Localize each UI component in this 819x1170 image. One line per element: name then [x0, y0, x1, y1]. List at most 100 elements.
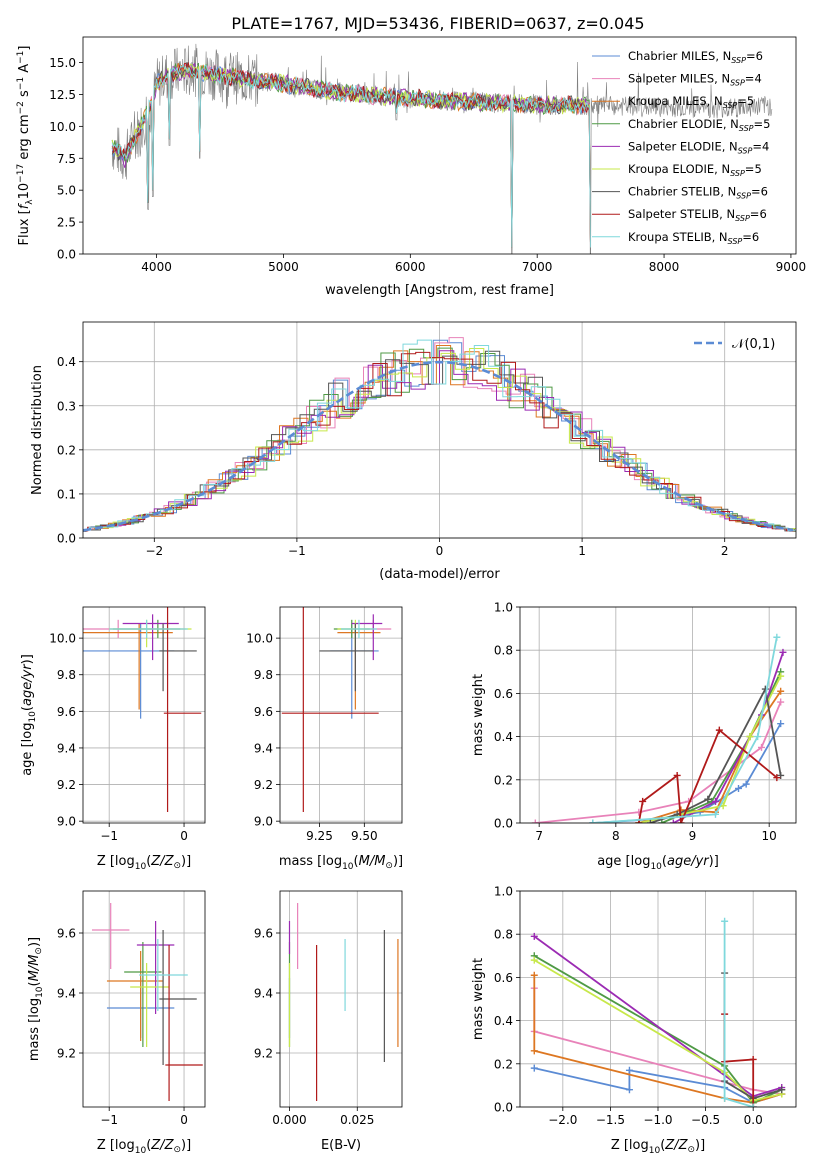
legend-series-name: Kroupa STELIB [628, 230, 712, 244]
y-tick-label: 12.5 [49, 88, 76, 102]
legend-nssp: 5 [754, 162, 761, 176]
legend-series-name: Chabrier STELIB [628, 185, 720, 199]
weight-marker [777, 720, 785, 728]
legend-nssp: 6 [761, 185, 768, 199]
x-tick-label: 9 [689, 829, 697, 843]
weight-line [533, 955, 783, 1104]
weight-marker [658, 819, 666, 823]
weight-marker [530, 1047, 538, 1055]
weight-marker [754, 733, 762, 741]
weight_vs_Z-frame [519, 890, 797, 1108]
normal-curve [83, 360, 794, 532]
y-tick-label: 0.0 [57, 532, 76, 546]
x-tick-label: 0 [180, 829, 188, 843]
age_vs_Z-points [83, 607, 202, 813]
figure-title: PLATE=1767, MJD=53436, FIBERID=0637, z=0… [231, 14, 644, 33]
x-tick-label: −1 [100, 1113, 118, 1127]
x-tick-label: 0.0 [744, 1113, 763, 1127]
x-tick-label: 7000 [522, 260, 553, 274]
residuals-frame [82, 321, 797, 539]
legend-label: Salpeter STELIB, NSSP=6 [628, 207, 767, 223]
y-tick-label: 1.0 [494, 601, 513, 615]
weight-line [638, 690, 782, 823]
y-tick-label: 0.4 [57, 355, 76, 369]
y-tick-label: 9.6 [254, 927, 273, 941]
weight-marker [625, 1086, 633, 1094]
weight-marker [779, 648, 787, 656]
y-tick-label: 0.8 [494, 928, 513, 942]
legend-nssp: 6 [756, 49, 763, 63]
mass_vs_ebv-axes [280, 891, 402, 1107]
x-tick-label: 8 [612, 829, 620, 843]
y-tick-label: 9.2 [254, 1047, 273, 1061]
x-tick-label: 5000 [268, 260, 299, 274]
legend-label: Kroupa ELODIE, NSSP=5 [628, 162, 762, 178]
weight-marker [749, 1103, 757, 1107]
age_vs_mass-points [281, 607, 392, 813]
legend-nssp: 6 [752, 230, 759, 244]
y-tick-label: 9.8 [254, 668, 273, 682]
age_vs_mass-axes [280, 607, 402, 823]
x-tick-label: 8000 [649, 260, 680, 274]
weight_vs_age-frame [519, 606, 797, 824]
weight-marker [758, 743, 765, 751]
weight-marker [742, 780, 750, 788]
spectrum-x-label: wavelength [Angstrom, rest frame] [325, 283, 554, 298]
x-tick-label: −1.5 [596, 1113, 625, 1127]
y-tick-label: 9.2 [254, 778, 273, 792]
age_vs_mass-frame [279, 606, 403, 824]
weight-marker [777, 672, 785, 680]
x-tick-label: −1 [288, 544, 306, 558]
legend-nssp: 4 [754, 72, 761, 86]
y-tick-label: 9.4 [254, 987, 273, 1001]
y-tick-label: 7.5 [57, 152, 76, 166]
x-tick-label: −2 [145, 544, 163, 558]
weight-marker [712, 810, 719, 818]
weight-marker [712, 797, 719, 805]
residuals-ticks: −2 −1 0 1 2 0.0 0.1 0.2 0.3 0.4 [57, 321, 797, 558]
x-tick-label: 6000 [395, 260, 426, 274]
y-tick-label: 9.8 [57, 668, 76, 682]
legend-label: Chabrier ELODIE, NSSP=5 [628, 117, 770, 133]
y-tick-label: 0.1 [57, 487, 76, 501]
y-tick-label: 0.4 [494, 1014, 513, 1028]
age_vs_mass-ticks: 9.25 9.50 9.0 9.2 9.4 9.6 9.8 10.0 [246, 606, 403, 843]
x-tick-label: 0 [180, 1113, 188, 1127]
y-tick-label: 9.0 [57, 815, 76, 829]
x-tick-label: 7 [535, 829, 543, 843]
x-tick-label: 9000 [776, 260, 807, 274]
mass-vs-z-x-label: Z [log10(Z/Z⊙)] [97, 1138, 191, 1156]
residuals-legend: 𝒩(0,1) [694, 337, 775, 352]
mass_vs_Z-ticks: −1 0 9.2 9.4 9.6 [57, 890, 206, 1127]
weight-marker [669, 819, 677, 823]
legend-label: Chabrier STELIB, NSSP=6 [628, 185, 768, 201]
legend-series-name: Salpeter STELIB [628, 207, 719, 221]
weight_vs_age-series [531, 633, 787, 823]
residuals-x-label: (data-model)/error [379, 567, 500, 582]
mass-vs-z-y-label: mass [log10(M/M⊙)] [27, 937, 45, 1061]
mass_vs_ebv-frame [279, 890, 403, 1108]
spectrum-data-line [111, 43, 773, 254]
weight-marker [530, 971, 538, 979]
age-y-label: age [log10(age/yr)] [20, 654, 38, 776]
age_vs_Z-frame [82, 606, 206, 824]
weight-marker [589, 819, 597, 823]
legend-label: Chabrier MILES, NSSP=6 [628, 49, 763, 65]
y-tick-label: 0.4 [494, 730, 513, 744]
weight_vs_Z-y-label: mass weight [471, 958, 486, 1040]
y-tick-label: 0.8 [494, 644, 513, 658]
legend-series-name: Chabrier MILES [628, 49, 715, 63]
legend-label: 𝒩(0,1) [732, 337, 775, 352]
x-tick-label: −1.0 [643, 1113, 672, 1127]
y-tick-label: 0.0 [494, 817, 513, 831]
weight-line [637, 728, 778, 823]
weight-marker [773, 774, 781, 782]
y-tick-label: 9.6 [57, 927, 76, 941]
y-tick-label: 9.4 [57, 987, 76, 1001]
x-tick-label: 0.000 [272, 1113, 306, 1127]
y-tick-label: 0.6 [494, 687, 513, 701]
age_vs_Z-axes [83, 607, 205, 823]
weight-marker [530, 956, 538, 964]
y-tick-label: 0.2 [57, 443, 76, 457]
